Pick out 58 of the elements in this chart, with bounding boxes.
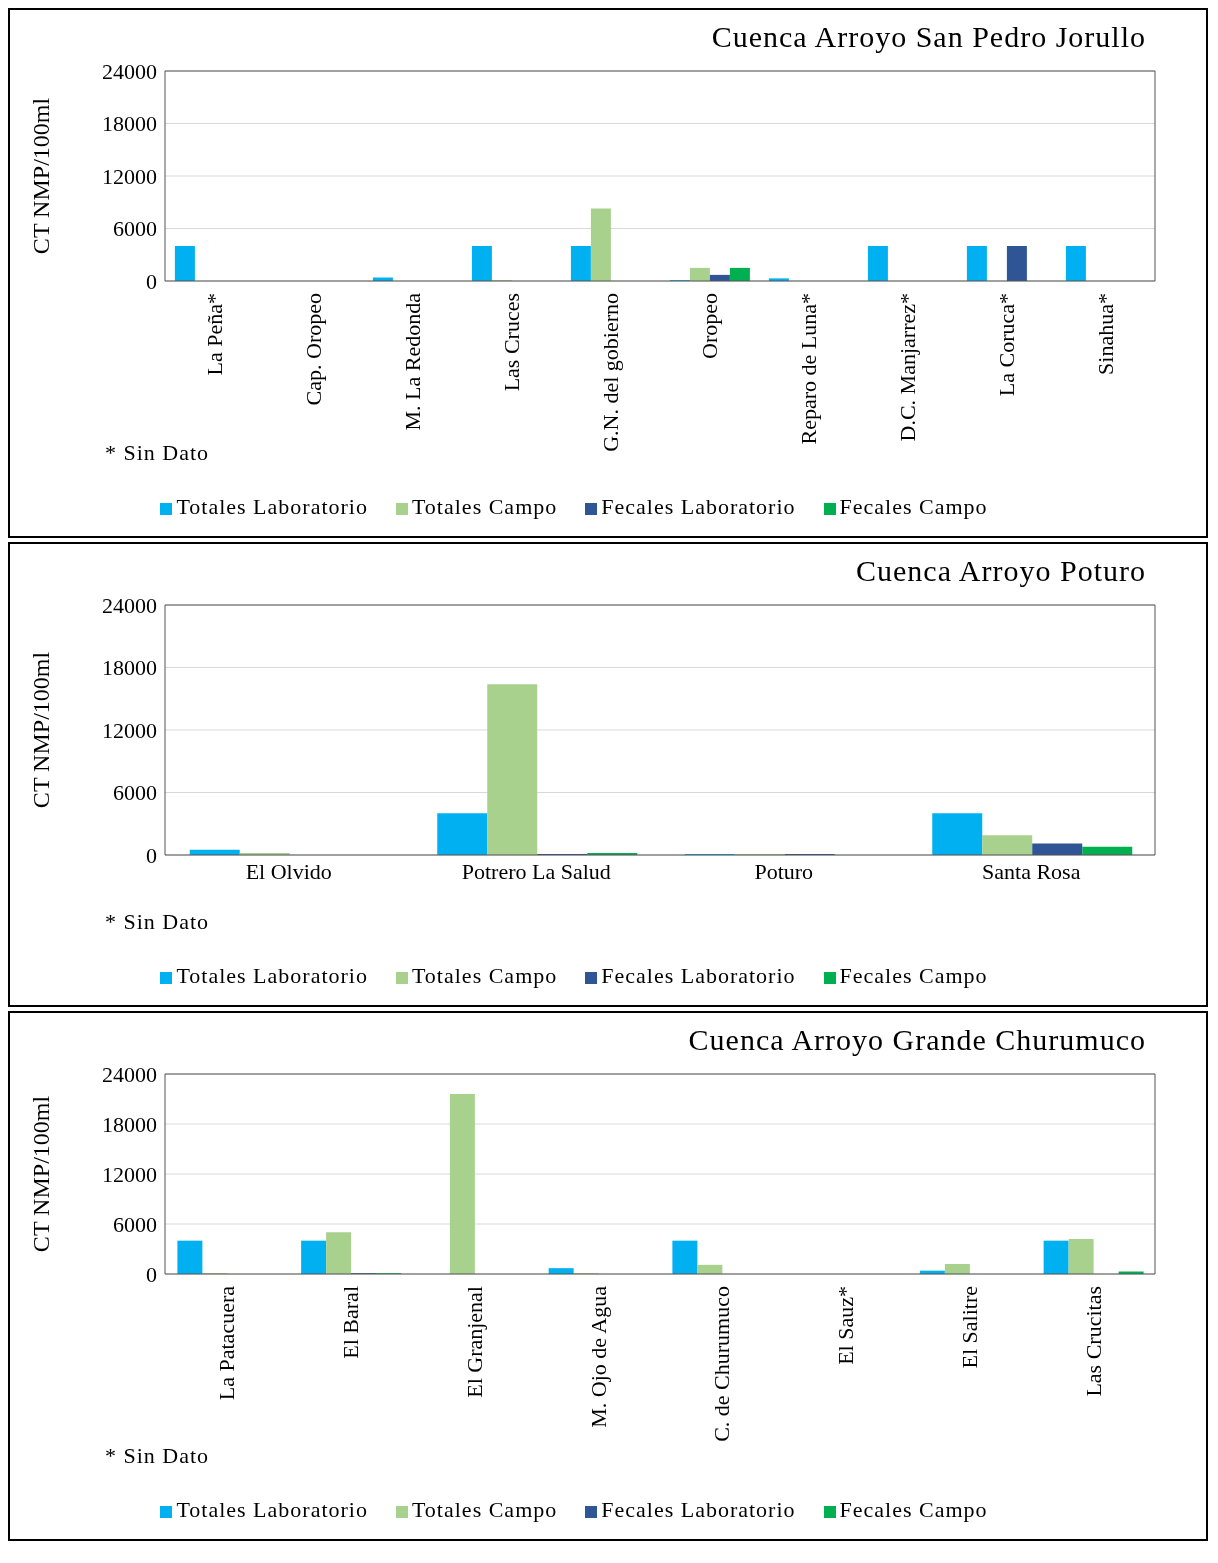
legend-label: Totales Campo [411, 963, 558, 988]
y-tick-label: 0 [146, 1261, 157, 1287]
legend-label: Totales Campo [411, 494, 558, 519]
x-tick-label: M. Ojo de Agua [585, 1285, 611, 1428]
x-tick-label: Las Crucitas [1080, 1286, 1106, 1397]
chart-title: Cuenca Arroyo Poturo [856, 554, 1146, 588]
legend-label: Fecales Campo [839, 963, 988, 988]
text: * Sin Dato [105, 1443, 210, 1469]
y-tick-label: 6000 [113, 216, 157, 242]
legend-label: Totales Laboratorio [176, 1497, 368, 1522]
x-tick-label: El Salitre [956, 1286, 982, 1369]
legend-label: Totales Campo [411, 1497, 558, 1522]
y-tick-label: 18000 [102, 1111, 157, 1137]
chart-title: Cuenca Arroyo San Pedro Jorullo [711, 20, 1146, 54]
x-tick-label: El Granjenal [461, 1286, 487, 1398]
y-tick-label: 24000 [102, 58, 157, 84]
x-tick-label: C. de Churumuco [709, 1286, 735, 1442]
legend-label: Fecales Campo [839, 494, 988, 519]
x-tick-label: La Patacuera [214, 1285, 240, 1401]
x-tick-label: El Olvido [245, 858, 332, 884]
legend-label: Fecales Laboratorio [601, 963, 796, 988]
x-tick-label: G.N. del gobierno [598, 293, 624, 452]
y-tick-label: 24000 [102, 1061, 157, 1087]
y-tick-label: 12000 [102, 717, 157, 743]
legend-label: Totales Laboratorio [176, 963, 368, 988]
x-tick-label: La Coruca* [994, 293, 1020, 397]
x-tick-label: Reparo de Luna* [796, 293, 822, 445]
x-tick-label: La Peña* [202, 293, 228, 376]
text: * Sin Dato [105, 440, 210, 466]
y-tick-label: 12000 [102, 163, 157, 189]
y-tick-label: 0 [146, 842, 157, 868]
legend-label: Totales Laboratorio [176, 494, 368, 519]
y-axis-title: CT NMP/100ml [27, 651, 54, 809]
x-tick-label: El Sauz* [833, 1286, 859, 1365]
x-tick-label: D.C. Manjarrez* [895, 293, 921, 442]
legend-label: Fecales Laboratorio [601, 1497, 796, 1522]
x-tick-label: Sinahua* [1093, 293, 1119, 375]
x-tick-label: M. La Redonda [400, 292, 426, 431]
x-tick-label: El Baral [338, 1286, 364, 1359]
y-tick-label: 12000 [102, 1161, 157, 1187]
y-tick-label: 18000 [102, 655, 157, 681]
x-tick-label: Poturo [754, 858, 814, 884]
y-tick-label: 0 [146, 268, 157, 294]
y-tick-label: 6000 [113, 1211, 157, 1237]
legend-label: Fecales Campo [839, 1497, 988, 1522]
chart-title: Cuenca Arroyo Grande Churumuco [688, 1023, 1146, 1057]
x-tick-label: Las Cruces [499, 293, 525, 392]
x-tick-label: Oropeo [697, 293, 723, 359]
y-axis-title: CT NMP/100ml [27, 1095, 54, 1253]
x-tick-label: Cap. Oropeo [301, 293, 327, 406]
y-tick-label: 18000 [102, 111, 157, 137]
text: * Sin Dato [105, 909, 210, 935]
y-axis-title: CT NMP/100ml [27, 97, 54, 255]
x-tick-label: Potrero La Salud [461, 858, 611, 884]
y-tick-label: 24000 [102, 592, 157, 618]
x-tick-label: Santa Rosa [982, 858, 1081, 884]
legend-label: Fecales Laboratorio [601, 494, 796, 519]
y-tick-label: 6000 [113, 780, 157, 806]
